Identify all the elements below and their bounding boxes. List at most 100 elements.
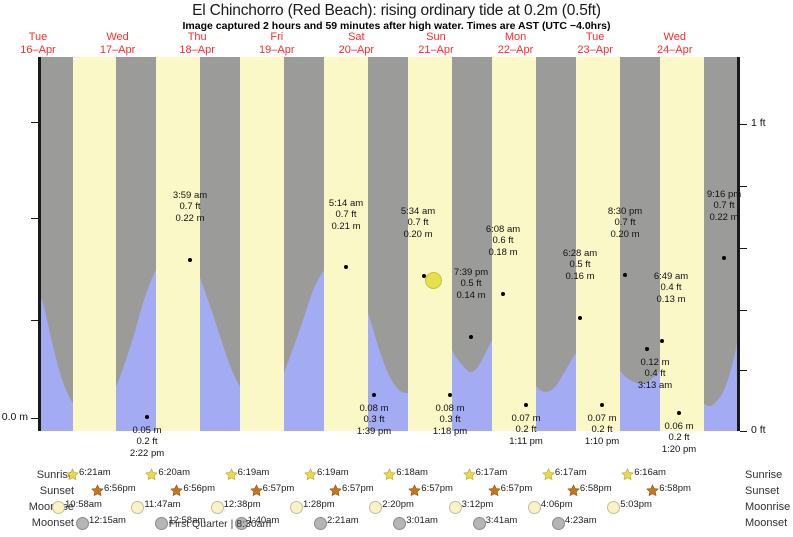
daylight-band-11 xyxy=(492,57,536,431)
sunset-star-icon-7 xyxy=(646,484,659,497)
day-date: 24–Apr xyxy=(656,44,693,56)
tide-label-line-ft: 0.7 ft xyxy=(713,200,735,212)
day-date: 17–Apr xyxy=(99,44,136,56)
tide-marker-dot-14 xyxy=(677,411,681,415)
tide-label-line-m: 0.08 m xyxy=(359,403,389,414)
tide-marker-dot-4 xyxy=(422,274,426,278)
tide-label-line-ft: 0.7 ft xyxy=(614,217,636,229)
tide-label-line-ft: 0.5 ft xyxy=(569,259,591,271)
sunset-time-0: 6:56pm xyxy=(104,483,136,494)
tide-marker-dot-5 xyxy=(448,393,452,397)
moonrise-time-7: 5:03pm xyxy=(620,499,652,510)
moonset-time-1: 12:58am xyxy=(168,515,206,526)
sunset-star-icon-4 xyxy=(408,484,421,497)
moonset-time-6: 4:23am xyxy=(564,515,597,526)
moonrise-circle-icon-4 xyxy=(369,501,383,514)
tide-label-high-4: 5:34 am 0.7 ft 0.20 m xyxy=(373,206,463,240)
date-header-4: Sat 20–Apr xyxy=(326,31,386,57)
sunrise-time-1: 6:20am xyxy=(158,467,190,478)
moonrise-time-2: 12:38pm xyxy=(223,499,261,510)
tide-label-line-m: 0.08 m xyxy=(435,403,465,414)
tide-marker-dot-1 xyxy=(188,258,192,262)
sunset-star-icon-5 xyxy=(488,484,501,497)
tide-label-low-12: 0.12 m 0.4 ft 3:13 am xyxy=(610,357,700,391)
tide-label-line-time: 1:11 pm xyxy=(509,435,543,447)
page-title: El Chinchorro (Red Beach): rising ordina… xyxy=(192,2,601,19)
tide-label-line-ft: 0.5 ft xyxy=(460,278,482,290)
sunrise-star-icon-4 xyxy=(383,468,396,481)
tide-label-low-5: 0.08 m 0.3 ft 1:18 pm xyxy=(405,403,495,437)
tide-label-line-m: 0.07 m xyxy=(587,413,617,424)
tide-label-line-m: 0.07 m xyxy=(511,413,541,424)
tide-label-high-2: 5:14 am 0.7 ft 0.21 m xyxy=(301,198,391,232)
moonrise-circle-icon-1 xyxy=(131,501,145,514)
axis-tick-right-5 xyxy=(740,431,747,432)
tide-label-line-m: 0.22 m xyxy=(175,212,205,224)
moonrise-time-4: 2:20pm xyxy=(382,499,414,510)
day-name: Sat xyxy=(348,31,365,43)
sunset-star-icon-3 xyxy=(329,484,342,497)
date-header-3: Fri 19–Apr xyxy=(247,31,307,57)
tide-label-line-m: 0.20 m xyxy=(403,228,433,240)
daylight-band-13 xyxy=(576,57,620,431)
moonset-time-2: 1:40am xyxy=(247,515,280,526)
tide-marker-dot-0 xyxy=(145,415,149,419)
moonset-time-3: 2:21am xyxy=(326,515,359,526)
tide-label-line-time: 1:20 pm xyxy=(661,443,697,455)
tide-marker-dot-8 xyxy=(524,403,528,407)
tide-label-line-m: 0.05 m xyxy=(132,425,162,436)
axis-tick-right-2 xyxy=(740,248,747,249)
tide-label-line-time: 1:10 pm xyxy=(584,435,620,447)
daylight-band-1 xyxy=(73,57,116,431)
moonrise-circle-icon-6 xyxy=(527,501,541,514)
tide-label-line-ft: 0.2 ft xyxy=(515,424,537,436)
moonrise-time-5: 3:12pm xyxy=(461,499,494,510)
sunrise-time-0: 6:21am xyxy=(79,467,111,478)
tide-label-line-ft: 0.7 ft xyxy=(335,209,357,221)
moonrise-time-6: 4:06pm xyxy=(540,499,573,510)
moonset-circle-icon-5 xyxy=(472,517,486,530)
tide-label-line-time: 5:34 am xyxy=(400,206,436,217)
day-date: 21–Apr xyxy=(418,44,454,56)
axis-tick-left-3 xyxy=(31,418,38,419)
tide-label-line-time: 5:14 am xyxy=(328,198,364,209)
date-header-8: Wed 24–Apr xyxy=(645,31,705,57)
tide-label-low-0: 0.05 m 0.2 ft 2:22 pm xyxy=(102,425,192,459)
sunrise-star-icon-7 xyxy=(621,468,634,481)
daylight-band-3 xyxy=(156,57,200,431)
sunset-time-2: 6:57pm xyxy=(262,483,295,494)
axis-tick-right-0 xyxy=(740,124,747,125)
row-label-left-sunrise: Sunrise xyxy=(36,469,74,481)
row-label-right-moonset: Moonset xyxy=(745,517,788,529)
tide-label-line-m: 0.06 m xyxy=(664,421,694,432)
date-header-2: Thu 18–Apr xyxy=(167,31,227,57)
moonset-time-5: 3:41am xyxy=(485,515,518,526)
day-name: Sun xyxy=(426,31,446,43)
tide-label-line-time: 6:08 am xyxy=(485,224,521,235)
moonrise-circle-icon-3 xyxy=(289,501,303,514)
sunrise-star-icon-1 xyxy=(145,468,158,481)
tide-marker-dot-12 xyxy=(645,347,649,351)
sunset-time-1: 6:56pm xyxy=(183,483,215,494)
tide-marker-dot-11 xyxy=(623,273,627,277)
tide-marker-dot-7 xyxy=(501,292,505,296)
day-name: Wed xyxy=(106,31,129,43)
y-axis-label-right-0: 1 ft xyxy=(751,117,766,129)
sunrise-time-6: 6:17am xyxy=(554,467,587,478)
tide-label-line-ft: 0.3 ft xyxy=(439,414,461,426)
y-axis-label-left-0: 0.0 m xyxy=(1,411,28,423)
tide-label-high-1: 3:59 am 0.7 ft 0.22 m xyxy=(145,190,235,224)
axis-tick-right-4 xyxy=(740,370,747,371)
tide-plot-area xyxy=(38,57,740,431)
day-date: 22–Apr xyxy=(497,44,534,56)
tide-label-high-11: 8:30 pm 0.7 ft 0.20 m xyxy=(580,206,670,240)
day-name: Wed xyxy=(663,31,686,43)
moonrise-circle-icon-2 xyxy=(210,501,224,514)
moonrise-time-3: 1:28pm xyxy=(302,499,335,510)
tide-label-low-14: 0.06 m 0.2 ft 1:20 pm xyxy=(634,421,724,455)
tide-label-line-time: 9:16 pm xyxy=(706,189,742,200)
moonset-circle-icon-0 xyxy=(76,517,89,530)
tide-label-line-ft: 0.2 ft xyxy=(136,436,158,448)
tide-label-line-ft: 0.7 ft xyxy=(407,217,429,229)
